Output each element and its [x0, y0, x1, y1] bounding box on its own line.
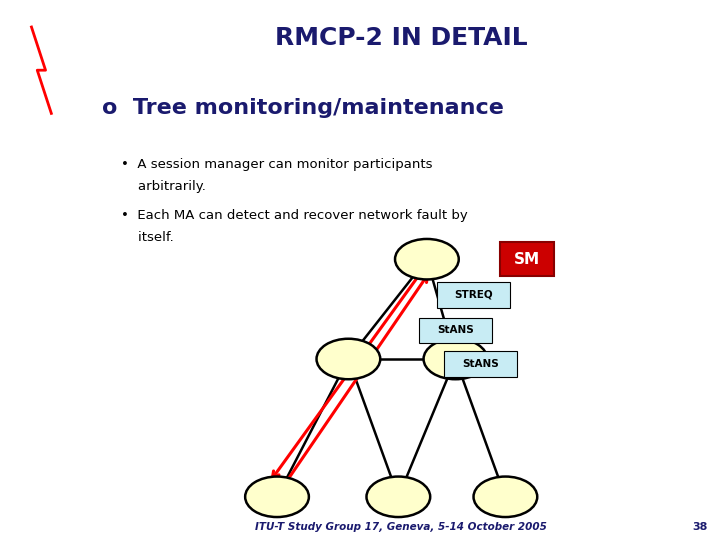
Text: SM: SM — [514, 252, 540, 267]
Text: StANS: StANS — [462, 359, 499, 369]
Text: arbitrarily.: arbitrarily. — [121, 180, 206, 193]
Text: STREQ: STREQ — [454, 290, 492, 300]
Text: ITU-T Study Group 17, Geneva, 5-14 October 2005: ITU-T Study Group 17, Geneva, 5-14 Octob… — [256, 522, 547, 531]
Text: ITU-T: ITU-T — [27, 157, 55, 167]
Ellipse shape — [366, 476, 431, 517]
Text: •  A session manager can monitor participants: • A session manager can monitor particip… — [121, 158, 433, 171]
Ellipse shape — [423, 339, 487, 379]
Text: •  Each MA can detect and recover network fault by: • Each MA can detect and recover network… — [121, 210, 468, 222]
Text: StANS: StANS — [437, 326, 474, 335]
Text: RMCP-2 IN DETAIL: RMCP-2 IN DETAIL — [275, 26, 528, 50]
Ellipse shape — [317, 339, 380, 379]
FancyBboxPatch shape — [500, 242, 554, 276]
Text: itself.: itself. — [121, 231, 174, 244]
Text: 38: 38 — [692, 522, 707, 531]
FancyBboxPatch shape — [419, 318, 492, 343]
FancyBboxPatch shape — [444, 351, 517, 377]
Text: o  Tree monitoring/maintenance: o Tree monitoring/maintenance — [102, 98, 504, 118]
Ellipse shape — [245, 476, 309, 517]
FancyBboxPatch shape — [436, 282, 510, 308]
Ellipse shape — [395, 239, 459, 280]
Ellipse shape — [474, 476, 537, 517]
Text: dates: dates — [31, 517, 52, 525]
